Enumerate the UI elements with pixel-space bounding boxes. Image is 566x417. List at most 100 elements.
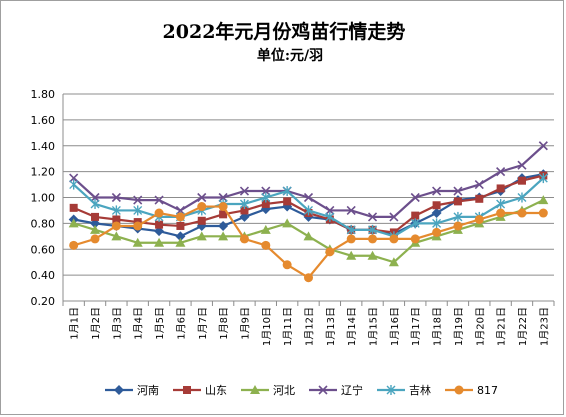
data-point [538,173,548,184]
data-point [453,197,462,206]
data-point [303,192,314,203]
x-tick-label: 1月3日 [111,307,123,340]
x-tick-label: 1月22日 [517,307,529,346]
data-point [303,231,314,241]
data-point [111,192,121,203]
data-point [282,218,293,228]
data-point [218,220,229,231]
data-point [154,208,164,218]
data-point [154,195,164,205]
legend-item: 河南 [105,384,159,397]
data-point [155,220,164,229]
data-point [261,186,271,196]
data-point [410,192,420,203]
x-tick-label: 1月21日 [496,307,508,346]
data-point [368,224,378,235]
legend-item: 吉林 [377,383,431,397]
y-tick-label: 1.00 [31,192,56,205]
data-point [218,192,228,203]
legend-label: 吉林 [409,383,431,397]
data-point [346,234,356,244]
data-point [325,205,335,216]
data-point [111,205,121,216]
y-tick-label: 0.60 [31,243,56,256]
data-point [304,205,313,216]
data-point [475,194,484,203]
data-point [538,141,548,151]
legend-label: 辽宁 [341,383,363,397]
legend-marker [386,385,396,395]
data-point [432,218,442,229]
y-tick-label: 1.60 [31,114,56,127]
y-tick-label: 1.80 [31,88,56,101]
data-point [496,198,506,209]
legend-marker [318,385,328,395]
data-point [367,212,378,222]
data-point [90,234,100,244]
data-point [69,240,79,250]
data-point [538,208,548,218]
legend-label: 山东 [205,384,227,397]
x-tick-label: 1月4日 [133,307,145,340]
data-point [197,202,207,212]
data-point [432,227,442,237]
data-point [175,231,186,242]
data-point [90,198,100,209]
data-point [261,199,270,208]
x-tick-label: 1月14日 [346,307,358,346]
data-point [432,186,442,196]
data-point [175,212,185,222]
data-point [346,205,356,216]
x-tick-label: 1月6日 [175,307,187,340]
data-point [68,218,79,228]
data-point [176,221,185,230]
legend-marker [183,386,191,394]
data-point [411,211,420,220]
data-point [218,231,229,241]
data-point [69,203,78,212]
data-point [517,160,527,170]
data-point [325,247,335,257]
data-point [240,206,249,215]
legend-label: 河北 [273,384,295,397]
legend-item: 817 [445,384,498,397]
data-point [111,231,122,241]
series-6 [69,202,548,283]
data-point [517,176,526,185]
data-point [219,210,228,219]
y-tick-label: 0.80 [31,217,56,230]
y-tick-label: 0.40 [31,269,56,282]
series-1 [68,169,549,242]
x-tick-label: 1月13日 [325,307,337,346]
data-point [453,221,463,231]
data-point [517,192,527,203]
data-point [431,208,442,219]
data-point [90,224,101,234]
legend-item: 辽宁 [309,383,363,397]
x-tick-label: 1月15日 [368,307,380,346]
x-tick-label: 1月17日 [410,307,422,346]
data-point [239,186,250,196]
x-tick-label: 1月8日 [218,307,230,340]
x-tick-label: 1月5日 [154,307,166,340]
data-point [538,195,549,205]
x-tick-label: 1月20日 [474,307,486,346]
data-point [111,221,121,231]
data-point [133,195,143,205]
x-tick-label: 1月18日 [432,307,444,346]
data-point [496,184,505,193]
legend-label: 817 [477,384,498,397]
data-point [132,237,143,247]
data-point [368,234,378,244]
data-point [389,234,399,244]
data-point [133,221,143,231]
data-point [410,234,420,244]
y-tick-label: 1.20 [31,166,56,179]
data-point [346,250,357,260]
legend-marker [114,385,124,395]
legend-item: 河北 [241,384,295,397]
data-point [69,179,79,190]
data-point [517,208,527,218]
data-point [410,218,420,229]
